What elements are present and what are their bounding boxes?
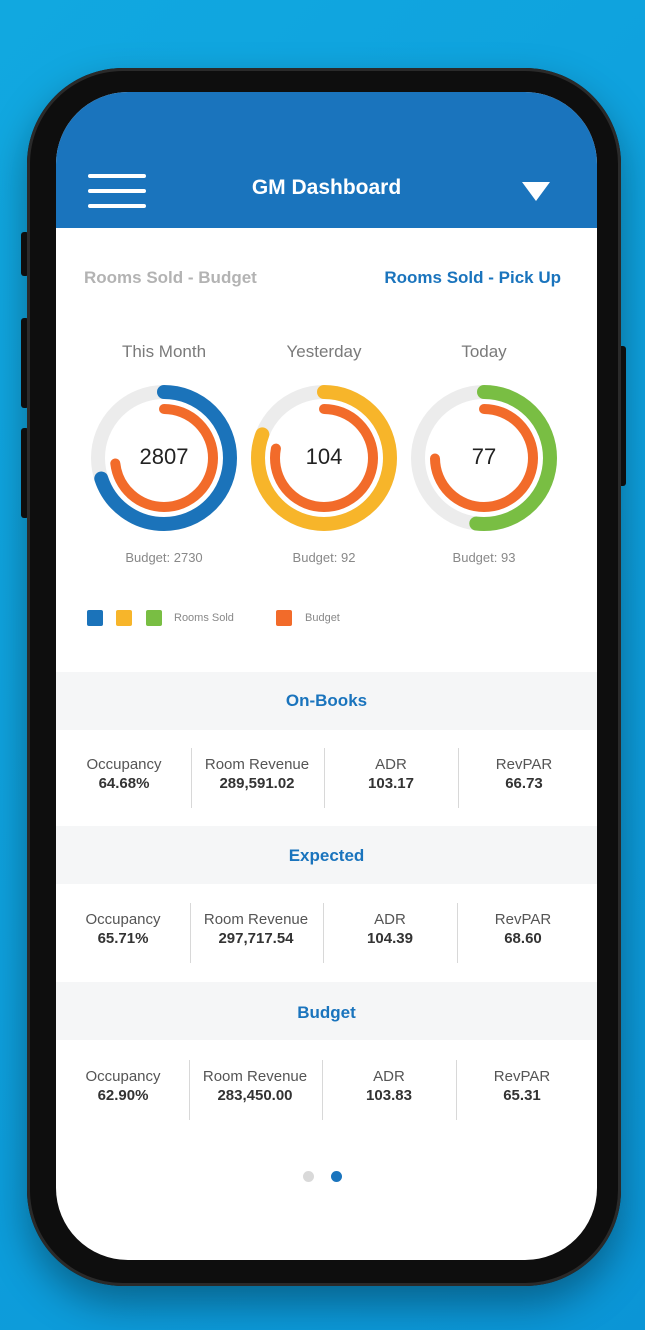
divider (191, 748, 192, 808)
metric-label: ADR (374, 911, 406, 928)
legend-label-budget: Budget (305, 612, 340, 624)
section-header-budget (56, 982, 597, 1040)
rooms-sold-arc (251, 385, 397, 531)
metric-value: 103.17 (368, 775, 414, 792)
tab-rooms-sold-pickup[interactable]: Rooms Sold - Pick Up (384, 268, 561, 287)
legend-swatch-blue (87, 610, 103, 626)
ring-value-yesterday: 104 (305, 444, 343, 469)
section-title-expected: Expected (288, 846, 365, 865)
rooms-sold-arc (91, 385, 237, 531)
divider (190, 903, 191, 963)
metric-label: Room Revenue (204, 756, 310, 773)
legend-swatch-green (146, 610, 162, 626)
metric-label: Room Revenue (202, 1068, 308, 1085)
budget-arc (270, 404, 378, 512)
legend-swatch-orange (276, 610, 292, 626)
metric-room-revenue: Room Revenue 289,591.02 (190, 756, 324, 792)
ring-chart-yesterday (251, 385, 397, 531)
ring-budget-yesterday: Budget: 92 (292, 550, 356, 565)
tab-rooms-sold-budget[interactable]: Rooms Sold - Budget (84, 268, 257, 287)
metric-label: Occupancy (85, 911, 161, 928)
metric-revpar: RevPAR 68.60 (456, 911, 590, 947)
metric-label: Room Revenue (203, 911, 309, 928)
metric-revpar: RevPAR 65.31 (455, 1068, 589, 1104)
metric-value: 64.68% (98, 775, 150, 792)
divider (457, 903, 458, 963)
metric-occupancy: Occupancy 64.68% (57, 756, 191, 792)
ring-value-today: 77 (471, 444, 497, 469)
metric-label: RevPAR (493, 1068, 551, 1085)
ring-budget-this-month: Budget: 2730 (125, 550, 203, 565)
legend-label-rooms-sold: Rooms Sold (174, 612, 234, 624)
metric-occupancy: Occupancy 65.71% (56, 911, 190, 947)
metric-label: ADR (373, 1068, 405, 1085)
metric-adr: ADR 103.83 (322, 1068, 456, 1104)
metric-label: RevPAR (494, 911, 552, 928)
ring-value-this-month: 2807 (139, 444, 189, 469)
hamburger-menu-icon[interactable] (88, 174, 146, 208)
pager-dot-2-active[interactable] (331, 1171, 342, 1182)
metric-value: 68.60 (504, 930, 542, 947)
volume-down-button[interactable] (21, 318, 29, 408)
pager-dot-1[interactable] (303, 1171, 314, 1182)
divider (458, 748, 459, 808)
metric-label: ADR (375, 756, 407, 773)
app-header: GM Dashboard (56, 92, 597, 228)
ring-label-today: Today (461, 342, 507, 361)
metric-value: 104.39 (367, 930, 413, 947)
section-title-on-books: On-Books (285, 691, 368, 710)
budget-arc (110, 404, 218, 512)
divider (324, 748, 325, 808)
divider (323, 903, 324, 963)
metric-value: 65.31 (503, 1087, 541, 1104)
silent-switch[interactable] (21, 428, 29, 518)
ring-label-yesterday: Yesterday (286, 342, 362, 361)
metric-occupancy: Occupancy 62.90% (56, 1068, 190, 1104)
metric-label: Occupancy (85, 1068, 161, 1085)
metric-label: RevPAR (495, 756, 553, 773)
ring-chart-today (411, 385, 557, 531)
power-button[interactable] (618, 346, 626, 486)
metric-value: 289,591.02 (219, 775, 295, 792)
metric-value: 66.73 (505, 775, 543, 792)
metric-adr: ADR 103.17 (324, 756, 458, 792)
app-screen: GM Dashboard Rooms Sold - Budget Rooms S… (56, 92, 597, 1260)
metric-room-revenue: Room Revenue 297,717.54 (189, 911, 323, 947)
divider (322, 1060, 323, 1120)
ring-label-this-month: This Month (121, 342, 207, 361)
volume-up-button[interactable] (21, 232, 29, 276)
divider (456, 1060, 457, 1120)
metric-adr: ADR 104.39 (323, 911, 457, 947)
metric-label: Occupancy (86, 756, 162, 773)
metric-revpar: RevPAR 66.73 (457, 756, 591, 792)
budget-arc (430, 404, 538, 512)
ring-chart-this-month (91, 385, 237, 531)
metric-value: 283,450.00 (217, 1087, 293, 1104)
metric-value: 65.71% (97, 930, 149, 947)
section-header-expected (56, 826, 597, 884)
dropdown-triangle-icon[interactable] (522, 182, 550, 201)
legend-swatch-yellow (116, 610, 132, 626)
metric-value: 297,717.54 (218, 930, 294, 947)
section-title-budget: Budget (297, 1003, 356, 1022)
section-header-on-books (56, 672, 597, 730)
metric-value: 62.90% (97, 1087, 149, 1104)
metric-room-revenue: Room Revenue 283,450.00 (188, 1068, 322, 1104)
page-title: GM Dashboard (251, 176, 402, 199)
metric-value: 103.83 (366, 1087, 412, 1104)
ring-budget-today: Budget: 93 (452, 550, 516, 565)
rooms-sold-arc (411, 385, 557, 531)
divider (189, 1060, 190, 1120)
